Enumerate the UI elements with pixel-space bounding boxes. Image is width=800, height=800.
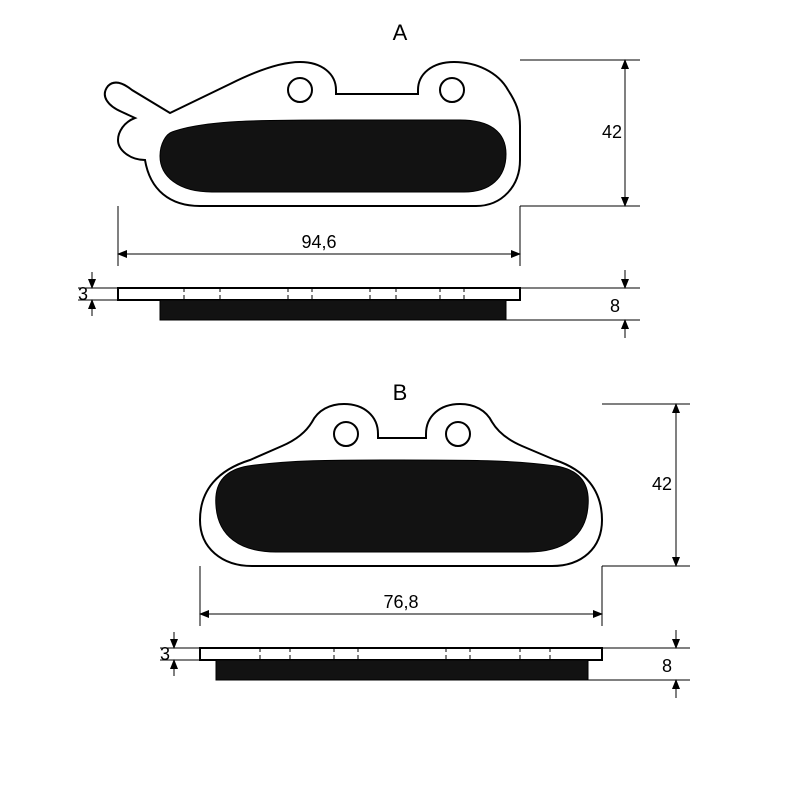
dim-b-total: 8 [588, 630, 690, 698]
dim-a-total: 8 [506, 270, 640, 338]
part-a-pad [160, 120, 506, 192]
part-b-pad [216, 460, 588, 552]
dim-b-back-value: 3 [160, 644, 170, 664]
dim-b-height: 42 [602, 404, 690, 566]
part-a-label: A [393, 20, 408, 45]
part-a-hole-right [440, 78, 464, 102]
part-a-top-view [105, 62, 520, 206]
part-b-hole-left [334, 422, 358, 446]
dim-b-height-value: 42 [652, 474, 672, 494]
part-b-side-view [200, 648, 602, 680]
part-b-hole-right [446, 422, 470, 446]
part-b-top-view [200, 404, 602, 566]
dim-a-width-value: 94,6 [301, 232, 336, 252]
part-a-hole-left [288, 78, 312, 102]
dim-b-width-value: 76,8 [383, 592, 418, 612]
part-b-side-pad [216, 660, 588, 680]
dim-a-back: 3 [78, 272, 118, 316]
dim-a-total-value: 8 [610, 296, 620, 316]
dim-a-width: 94,6 [118, 206, 520, 266]
dim-a-back-value: 3 [78, 284, 88, 304]
dim-a-height-value: 42 [602, 122, 622, 142]
part-a-side-back [118, 288, 520, 300]
dim-b-back: 3 [160, 632, 200, 676]
part-a-side-pad [160, 300, 506, 320]
dim-b-total-value: 8 [662, 656, 672, 676]
dim-b-width: 76,8 [200, 566, 602, 626]
part-a-side-view [118, 288, 520, 320]
part-b-label: B [393, 380, 408, 405]
dim-a-height: 42 [520, 60, 640, 206]
